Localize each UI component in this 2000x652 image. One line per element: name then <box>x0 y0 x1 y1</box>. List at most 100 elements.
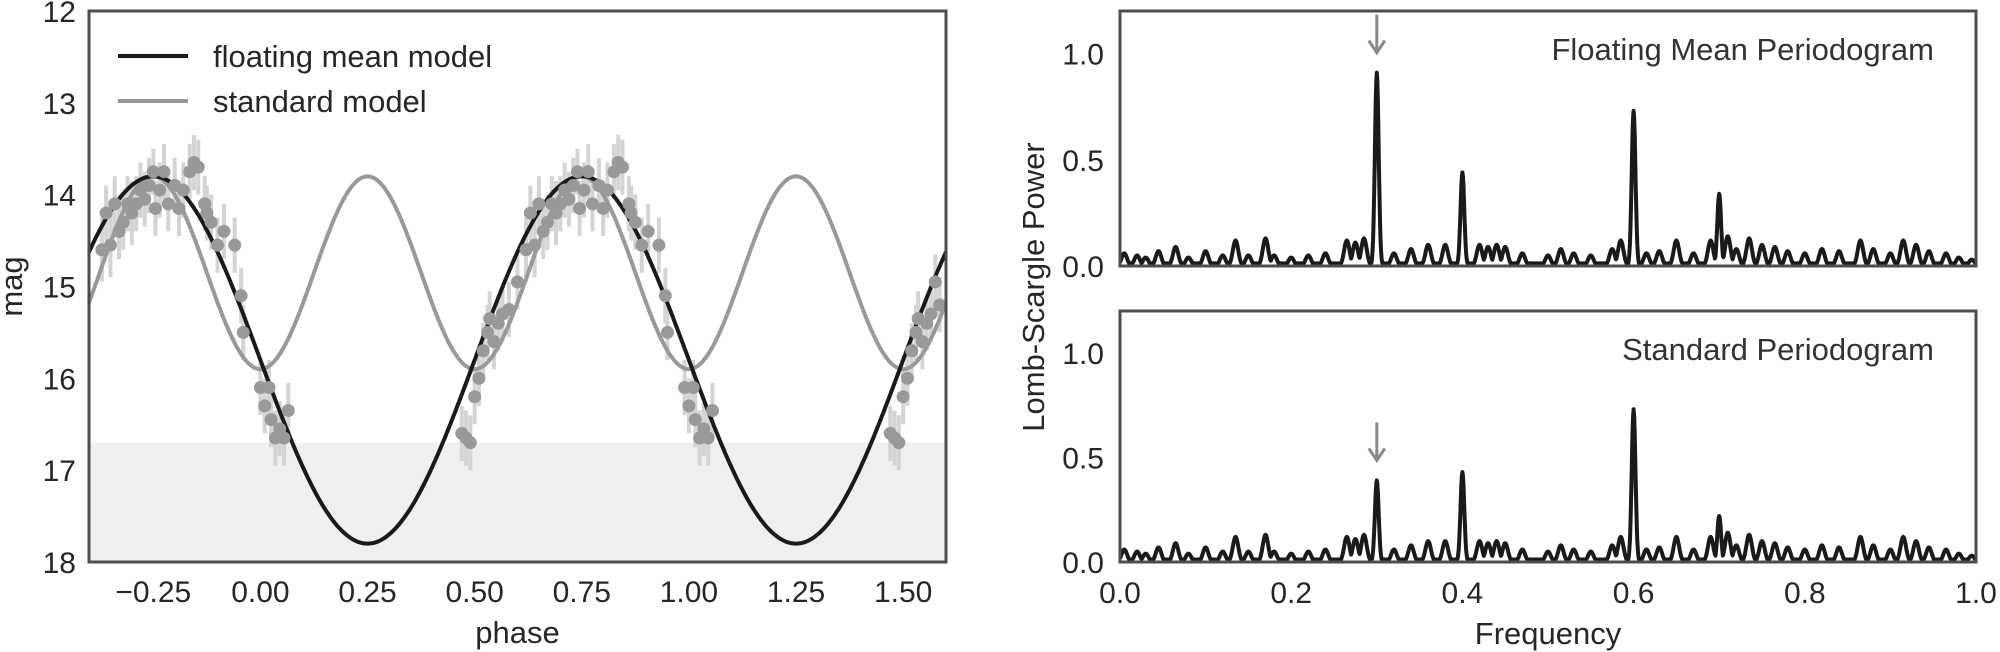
data-point <box>146 165 160 179</box>
x-tick-label: 0.2 <box>1270 577 1312 610</box>
data-point <box>236 325 250 339</box>
x-tick-label: 0.50 <box>445 576 503 609</box>
x-tick-label: 1.00 <box>660 576 718 609</box>
standard-model-curve <box>87 174 948 372</box>
data-point <box>281 403 295 417</box>
legend: floating mean model standard model <box>118 39 492 119</box>
data-point <box>523 206 537 220</box>
data-point <box>705 403 719 417</box>
data-point <box>502 302 516 316</box>
data-point <box>211 238 225 252</box>
floating-mean-periodogram-panel: 0.0 0.5 1.0 Floating Mean Periodogram <box>1062 9 1978 284</box>
data-point <box>701 431 715 445</box>
data-point <box>108 197 122 211</box>
periodogram-line <box>1118 407 1978 562</box>
data-point <box>660 325 674 339</box>
panel-title: Standard Periodogram <box>1622 332 1934 367</box>
x-tick-labels: 0.0 0.2 0.4 0.6 0.8 1.0 <box>1099 577 1997 610</box>
y-tick-label: 14 <box>43 180 76 213</box>
data-point <box>635 238 649 252</box>
data-point <box>600 183 614 197</box>
data-point <box>157 165 171 179</box>
legend-label-floating: floating mean model <box>213 39 492 74</box>
data-point <box>628 215 642 229</box>
legend-label-standard: standard model <box>213 84 427 119</box>
data-point <box>487 335 501 349</box>
y-tick-label: 1.0 <box>1062 39 1104 72</box>
data-point <box>481 325 495 339</box>
y-tick-label: 0.0 <box>1062 547 1104 580</box>
y-tick-label: 1.0 <box>1062 338 1104 371</box>
x-tick-label: −0.25 <box>115 576 191 609</box>
data-point <box>463 436 477 450</box>
panel-title: Floating Mean Periodogram <box>1551 32 1934 67</box>
data-point <box>540 215 554 229</box>
data-point <box>476 344 490 358</box>
y-tick-label: 0.0 <box>1062 251 1104 284</box>
standard-periodogram-panel: 0.0 0.5 1.0 0.0 0.2 0.4 0.6 0.8 1.0 Standard Pe… <box>1062 309 1997 651</box>
x-tick-label: 0.25 <box>338 576 396 609</box>
data-point <box>142 178 156 192</box>
data-point <box>528 238 542 252</box>
data-point <box>532 197 546 211</box>
x-axis-label: phase <box>475 615 559 650</box>
data-point <box>641 224 655 238</box>
data-point <box>277 431 291 445</box>
x-tick-label: 1.25 <box>767 576 825 609</box>
y-tick-label: 12 <box>43 0 76 29</box>
data-point <box>262 381 276 395</box>
x-tick-labels: −0.25 0.00 0.25 0.50 0.75 1.00 1.25 1.50 <box>115 576 932 609</box>
data-point <box>577 183 591 197</box>
plot-frame <box>1118 9 1978 268</box>
data-point <box>924 307 938 321</box>
data-point <box>566 178 580 192</box>
data-point <box>682 399 696 413</box>
data-point <box>596 201 610 215</box>
y-tick-label: 15 <box>43 272 76 305</box>
data-point <box>570 165 584 179</box>
y-tick-labels: 12 13 14 15 16 17 18 <box>43 0 76 580</box>
data-point <box>562 192 576 206</box>
data-point <box>472 371 486 385</box>
peak-arrow-icon <box>1367 14 1387 56</box>
y-tick-label: 13 <box>43 88 76 121</box>
data-point <box>191 160 205 174</box>
periodogram-line <box>1118 70 1978 266</box>
data-point <box>688 413 702 427</box>
data-point <box>615 160 629 174</box>
error-bars <box>99 134 942 471</box>
data-point <box>176 183 190 197</box>
y-axis-label: mag <box>0 256 29 316</box>
y-tick-label: 16 <box>43 363 76 396</box>
data-point <box>468 390 482 404</box>
data-point <box>99 206 113 220</box>
data-point <box>511 275 524 289</box>
data-point <box>258 399 272 413</box>
plot-frame <box>1118 309 1978 564</box>
data-point <box>103 238 117 252</box>
data-point <box>228 238 242 252</box>
data-point <box>172 201 186 215</box>
data-point <box>905 344 919 358</box>
data-point <box>900 371 914 385</box>
data-point <box>585 197 599 211</box>
data-point <box>573 201 587 215</box>
y-tick-labels: 0.0 0.5 1.0 <box>1062 338 1104 580</box>
x-tick-label: 0.00 <box>231 576 289 609</box>
data-point <box>892 436 906 450</box>
data-point <box>928 275 942 289</box>
data-point <box>148 201 162 215</box>
data-point <box>652 238 666 252</box>
x-tick-label: 1.50 <box>874 576 932 609</box>
x-tick-label: 0.75 <box>553 576 611 609</box>
data-point <box>581 165 595 179</box>
data-point <box>116 215 130 229</box>
data-point <box>915 335 929 349</box>
light-curve-panel: −0.25 0.00 0.25 0.50 0.75 1.00 1.25 1.50 12 13 14… <box>0 0 948 650</box>
y-tick-label: 0.5 <box>1062 442 1104 475</box>
data-point <box>204 215 218 229</box>
x-tick-label: 0.8 <box>1784 577 1826 610</box>
y-tick-label: 0.5 <box>1062 145 1104 178</box>
data-point <box>138 192 152 206</box>
